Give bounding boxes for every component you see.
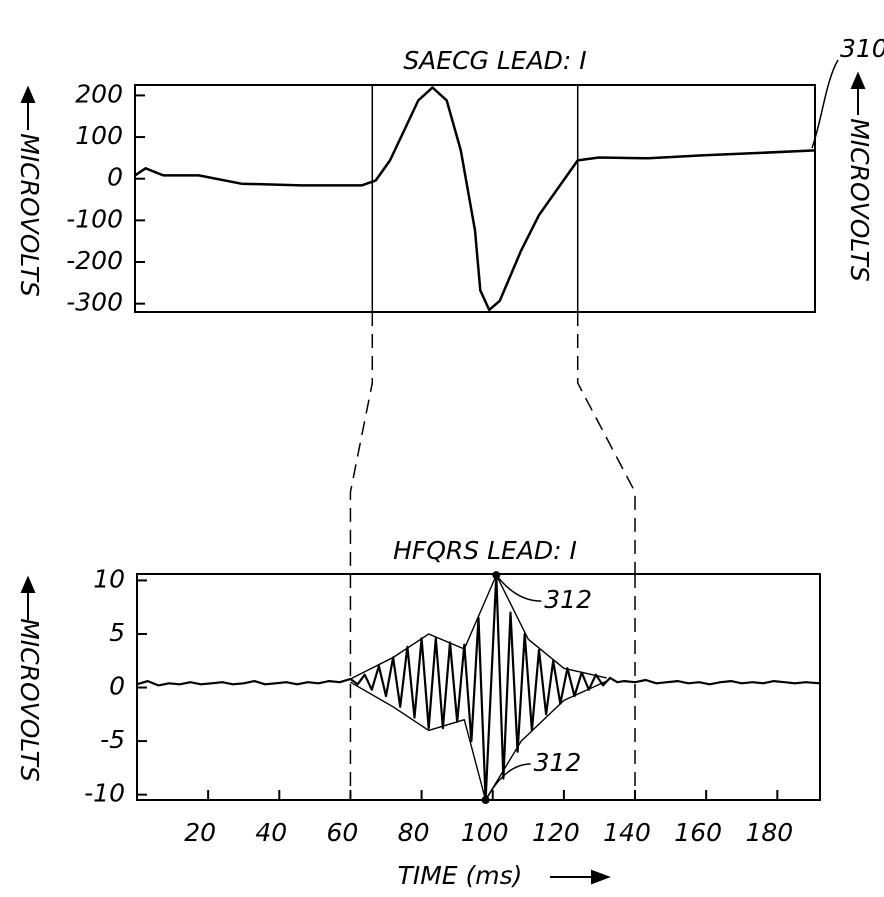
- signal-line: [136, 574, 821, 802]
- x-tick-label: 180: [745, 818, 793, 847]
- x-tick-label: 40: [255, 818, 287, 847]
- chart-title: HFQRS LEAD: I: [393, 536, 577, 565]
- y-axis-label-right: MICROVOLTS: [845, 118, 874, 282]
- x-tick-label: 160: [674, 818, 722, 847]
- x-tick-label: 140: [603, 818, 651, 847]
- x-tick-label: 120: [532, 818, 580, 847]
- connector: [576, 312, 636, 574]
- signal-line: [350, 574, 607, 680]
- annotation: 310: [840, 34, 884, 63]
- annotation: 312: [544, 585, 592, 614]
- y-tick-label: -300: [66, 288, 123, 317]
- axis-arrows: [20, 71, 866, 885]
- x-tick-label: 20: [184, 818, 216, 847]
- leader-line: [495, 574, 542, 602]
- leader-line: [484, 763, 531, 801]
- chart-title: SAECG LEAD: I: [403, 46, 586, 75]
- y-tick-label: 0: [107, 163, 123, 192]
- y-tick-label: -10: [84, 779, 125, 808]
- signal-line: [350, 680, 607, 801]
- y-tick-label: 5: [109, 618, 125, 647]
- y-tick-label: 0: [109, 672, 125, 701]
- plot-frame: [134, 84, 816, 313]
- y-tick-label: 200: [75, 79, 123, 108]
- x-tick-label: 100: [461, 818, 509, 847]
- plot-frame: [136, 573, 821, 801]
- y-axis-label: MICROVOLTS: [15, 133, 44, 297]
- y-tick-label: -100: [66, 204, 123, 233]
- y-tick-label: -200: [66, 246, 123, 275]
- annotation: 312: [534, 748, 582, 777]
- y-tick-label: -5: [100, 725, 125, 754]
- x-tick-label: 80: [398, 818, 430, 847]
- y-tick-label: 100: [75, 121, 123, 150]
- x-axis-label: TIME (ms): [398, 861, 523, 890]
- y-tick-label: 10: [93, 564, 125, 593]
- x-tick-label: 60: [327, 818, 359, 847]
- y-axis-label: MICROVOLTS: [15, 618, 44, 782]
- signal-line: [134, 86, 816, 312]
- connector: [349, 312, 374, 574]
